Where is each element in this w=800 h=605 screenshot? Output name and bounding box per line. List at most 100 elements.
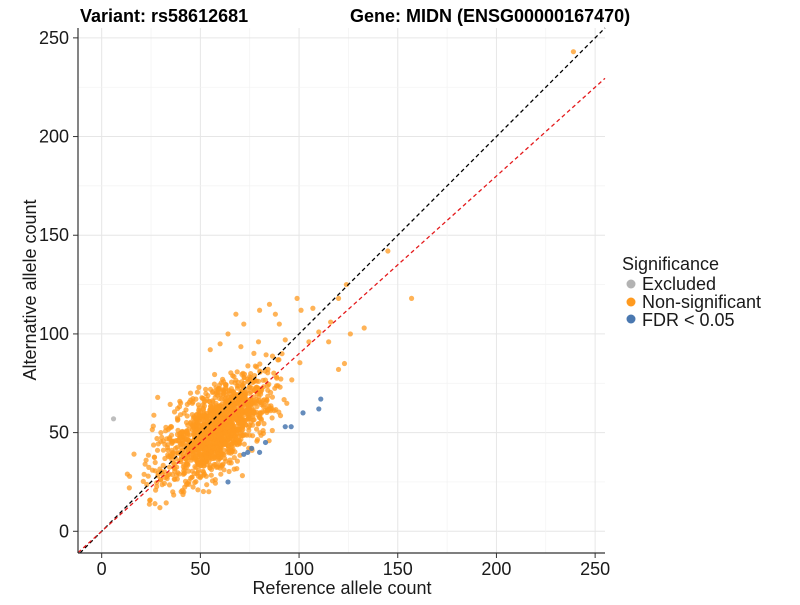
point-non-significant bbox=[202, 446, 208, 452]
point-non-significant bbox=[245, 378, 251, 384]
point-non-significant bbox=[223, 382, 229, 388]
point-non-significant bbox=[174, 464, 180, 470]
point-non-significant bbox=[251, 350, 257, 356]
point-fdr-significant bbox=[316, 406, 322, 412]
point-non-significant bbox=[335, 295, 342, 301]
point-non-significant bbox=[212, 395, 218, 401]
point-non-significant bbox=[230, 373, 236, 379]
point-non-significant bbox=[316, 329, 322, 335]
point-non-significant bbox=[335, 366, 342, 373]
point-non-significant bbox=[218, 471, 224, 477]
point-non-significant bbox=[179, 487, 185, 493]
point-non-significant bbox=[228, 460, 234, 466]
point-non-significant bbox=[158, 477, 164, 483]
point-non-significant bbox=[241, 441, 247, 447]
point-non-significant bbox=[235, 383, 242, 389]
point-non-significant bbox=[341, 360, 348, 367]
x-tick-label: 100 bbox=[284, 559, 314, 579]
point-non-significant bbox=[211, 432, 217, 438]
chart-title-variant: Variant: rs58612681 bbox=[80, 6, 248, 26]
point-non-significant bbox=[263, 352, 269, 358]
point-non-significant bbox=[187, 390, 194, 396]
point-non-significant bbox=[264, 383, 271, 389]
point-non-significant bbox=[269, 394, 275, 400]
point-non-significant bbox=[234, 369, 240, 375]
point-non-significant bbox=[160, 447, 166, 453]
point-non-significant bbox=[232, 394, 238, 400]
point-non-significant bbox=[188, 475, 194, 481]
point-non-significant bbox=[195, 445, 201, 451]
point-non-significant bbox=[191, 470, 197, 477]
point-fdr-significant bbox=[241, 451, 247, 457]
point-non-significant bbox=[201, 428, 208, 434]
point-non-significant bbox=[282, 337, 288, 343]
point-non-significant bbox=[273, 407, 279, 413]
point-non-significant bbox=[181, 468, 187, 474]
point-non-significant bbox=[254, 437, 261, 443]
point-non-significant bbox=[140, 478, 146, 484]
reference-lines bbox=[77, 27, 606, 554]
point-non-significant bbox=[212, 410, 219, 416]
axis-ticks: 0 50 100 150 200 250 0 50 100 150 200 250 bbox=[39, 28, 610, 579]
point-non-significant bbox=[251, 378, 257, 385]
y-tick-label: 50 bbox=[49, 423, 69, 443]
point-non-significant bbox=[232, 441, 238, 447]
point-non-significant bbox=[161, 480, 167, 486]
point-non-significant bbox=[208, 472, 214, 478]
point-non-significant bbox=[201, 403, 207, 409]
point-non-significant bbox=[153, 487, 159, 493]
point-non-significant bbox=[233, 416, 239, 422]
point-non-significant bbox=[208, 406, 214, 412]
point-non-significant bbox=[195, 460, 201, 466]
point-non-significant bbox=[193, 454, 199, 460]
point-non-significant bbox=[241, 321, 247, 327]
point-non-significant bbox=[218, 380, 224, 386]
point-non-significant bbox=[218, 419, 224, 425]
point-non-significant bbox=[154, 435, 160, 442]
point-non-significant bbox=[271, 370, 277, 376]
point-non-significant bbox=[275, 383, 281, 389]
point-non-significant bbox=[247, 432, 253, 438]
point-non-significant bbox=[155, 441, 161, 447]
point-non-significant bbox=[131, 451, 137, 457]
point-non-significant bbox=[195, 402, 201, 408]
point-fdr-significant bbox=[225, 479, 231, 485]
y-tick-label: 100 bbox=[39, 324, 69, 344]
point-non-significant bbox=[192, 415, 198, 421]
point-non-significant bbox=[200, 469, 207, 475]
point-non-significant bbox=[244, 408, 250, 414]
x-tick-label: 150 bbox=[383, 559, 413, 579]
point-non-significant bbox=[225, 331, 231, 337]
point-non-significant bbox=[141, 471, 147, 477]
point-non-significant bbox=[200, 488, 206, 495]
point-fdr-significant bbox=[288, 424, 294, 430]
legend-swatch-non-significant bbox=[626, 297, 636, 307]
point-fdr-significant bbox=[318, 396, 324, 402]
point-non-significant bbox=[294, 295, 300, 301]
point-non-significant bbox=[200, 438, 206, 444]
point-non-significant bbox=[203, 386, 209, 392]
x-tick-label: 0 bbox=[97, 559, 107, 579]
point-non-significant bbox=[245, 363, 251, 369]
point-non-significant bbox=[211, 445, 217, 451]
point-fdr-significant bbox=[245, 449, 251, 455]
point-non-significant bbox=[255, 339, 262, 345]
x-tick-label: 50 bbox=[190, 559, 210, 579]
point-fdr-significant bbox=[262, 439, 269, 446]
point-non-significant bbox=[174, 437, 180, 444]
point-non-significant bbox=[186, 399, 192, 405]
point-non-significant bbox=[232, 449, 238, 455]
point-non-significant bbox=[194, 389, 200, 395]
point-non-significant bbox=[232, 380, 238, 386]
y-axis-title: Alternative allele count bbox=[20, 199, 40, 380]
point-non-significant bbox=[228, 422, 234, 428]
point-non-significant bbox=[265, 387, 271, 393]
point-non-significant bbox=[262, 407, 268, 414]
legend: Significance Excluded Non-significant FD… bbox=[622, 254, 761, 330]
point-non-significant bbox=[326, 339, 332, 345]
point-non-significant bbox=[223, 399, 229, 405]
point-non-significant bbox=[277, 413, 284, 419]
point-non-significant bbox=[146, 464, 152, 470]
point-non-significant bbox=[124, 471, 130, 477]
point-non-significant bbox=[163, 428, 169, 434]
